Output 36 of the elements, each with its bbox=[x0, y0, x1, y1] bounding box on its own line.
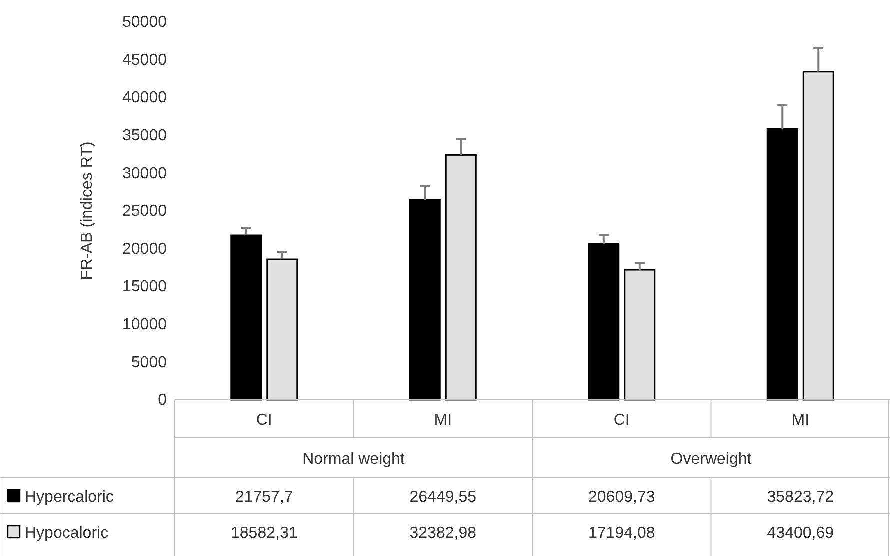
x-tick-label: MI bbox=[434, 412, 452, 429]
bar bbox=[624, 269, 656, 401]
bar bbox=[766, 128, 798, 401]
bar bbox=[445, 154, 477, 401]
y-tick-label: 30000 bbox=[122, 165, 168, 182]
x-tick-label: CI bbox=[256, 412, 272, 429]
bar bbox=[588, 243, 620, 401]
y-tick-label: 10000 bbox=[122, 316, 168, 334]
data-label: 43400,69 bbox=[767, 525, 834, 542]
y-axis-title: FR-AB (indices RT) bbox=[79, 142, 96, 280]
y-tick-label: 0 bbox=[158, 392, 168, 410]
x-tick-label: CI bbox=[614, 412, 630, 429]
bar bbox=[230, 234, 262, 401]
x-tick-label: MI bbox=[792, 412, 810, 429]
data-label: 35823,72 bbox=[767, 489, 834, 506]
legend-label: Hypocaloric bbox=[25, 525, 109, 542]
y-tick-label: 50000 bbox=[122, 14, 168, 32]
y-tick-label: 45000 bbox=[122, 52, 168, 69]
bar bbox=[266, 258, 298, 401]
y-tick-label: 20000 bbox=[122, 240, 168, 258]
y-tick-label: 15000 bbox=[122, 278, 168, 296]
text: Overweight bbox=[670, 451, 752, 468]
text: Normal weight bbox=[302, 451, 406, 468]
y-tick-label: 5000 bbox=[131, 354, 168, 372]
y-tick-label: 40000 bbox=[122, 90, 168, 107]
bar bbox=[409, 199, 441, 401]
data-label: 20609,73 bbox=[588, 489, 656, 506]
legend-label: Hypercaloric bbox=[25, 489, 114, 506]
y-tick-label: 35000 bbox=[122, 128, 168, 145]
y-tick-label: 25000 bbox=[122, 203, 168, 220]
bar bbox=[802, 71, 834, 401]
data-label: 26449,55 bbox=[410, 489, 477, 506]
data-label: 17194,08 bbox=[588, 525, 656, 542]
data-label: 18582,31 bbox=[231, 525, 298, 542]
data-label: 21757,7 bbox=[235, 489, 294, 506]
data-label: 32382,98 bbox=[410, 525, 477, 542]
